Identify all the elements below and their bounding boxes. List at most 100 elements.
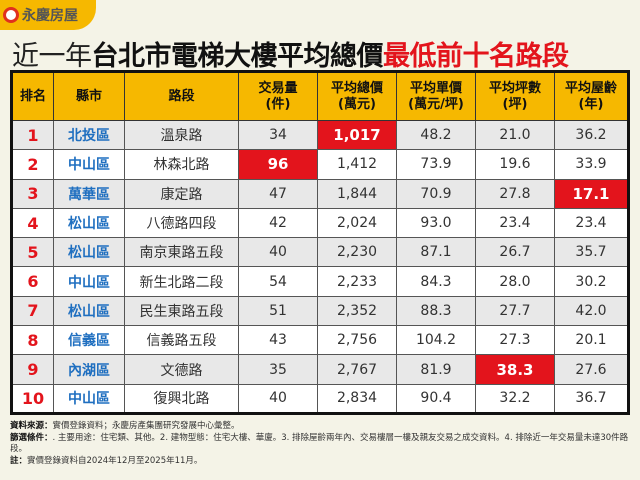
ranking-table: 排名 縣市 路段 交易量 (件) 平均總價 (萬元) 平均單價 (萬元/坪) 平均坪數 (坪) 平均屋…: [10, 70, 630, 415]
cell-road: 新生北路二段: [124, 266, 239, 297]
table-row: 3 萬華區 康定路 47 1,844 70.9 27.8 17.1: [11, 178, 629, 209]
cell-area: 38.3: [475, 354, 555, 385]
cell-rank: 8: [11, 325, 54, 356]
note-text: 實價登錄資料自2024年12月至2025年11月。: [27, 455, 203, 466]
cell-age: 35.7: [554, 237, 629, 268]
cell-count: 51: [238, 295, 318, 327]
cell-road: 民生東路五段: [124, 295, 239, 327]
cell-road: 林森北路: [124, 149, 239, 180]
cell-total: 2,834: [317, 383, 397, 414]
cell-area: 21.0: [475, 119, 555, 151]
cell-road: 文德路: [124, 354, 239, 385]
table-row: 10 中山區 復興北路 40 2,834 90.4 32.2 36.7: [11, 383, 629, 414]
cell-age: 17.1: [554, 178, 629, 209]
cell-total: 2,756: [317, 325, 397, 356]
cell-area: 28.0: [475, 266, 555, 297]
cell-unit: 104.2: [396, 325, 476, 356]
cell-area: 19.6: [475, 149, 555, 180]
cell-road: 溫泉路: [124, 119, 239, 151]
column-header: 縣市: [53, 71, 125, 121]
cell-total: 2,233: [317, 266, 397, 297]
cell-rank: 3: [11, 178, 54, 209]
cell-area: 26.7: [475, 237, 555, 268]
cell-district: 萬華區: [53, 178, 125, 209]
page-title: 近一年台北市電梯大樓平均總價最低前十名路段: [12, 34, 569, 73]
table-row: 2 中山區 林森北路 96 1,412 73.9 19.6 33.9: [11, 149, 629, 180]
title-part-1: 近一年: [12, 41, 92, 72]
cell-district: 中山區: [53, 149, 125, 180]
note-label: 註：: [10, 455, 28, 466]
cell-count: 34: [238, 119, 318, 151]
cell-count: 43: [238, 325, 318, 356]
cell-district: 中山區: [53, 266, 125, 297]
cell-age: 36.7: [554, 383, 629, 414]
table-row: 6 中山區 新生北路二段 54 2,233 84.3 28.0 30.2: [11, 266, 629, 297]
cell-age: 36.2: [554, 119, 629, 151]
cell-district: 松山區: [53, 295, 125, 327]
cell-count: 54: [238, 266, 318, 297]
table-row: 7 松山區 民生東路五段 51 2,352 88.3 27.7 42.0: [11, 295, 629, 327]
logo-icon: [3, 7, 19, 23]
cell-unit: 81.9: [396, 354, 476, 385]
cell-total: 1,017: [317, 119, 397, 151]
cell-district: 北投區: [53, 119, 125, 151]
cell-count: 42: [238, 207, 318, 239]
column-header: 排名: [11, 71, 54, 121]
logo-text: 永慶房屋: [22, 8, 78, 24]
cell-age: 27.6: [554, 354, 629, 385]
cell-total: 1,844: [317, 178, 397, 209]
cell-count: 35: [238, 354, 318, 385]
cell-rank: 2: [11, 149, 54, 180]
date-note: 註：實價登錄資料自2024年12月至2025年11月。: [10, 456, 630, 468]
cell-unit: 84.3: [396, 266, 476, 297]
table-row: 9 內湖區 文德路 35 2,767 81.9 38.3 27.6: [11, 354, 629, 385]
cell-age: 30.2: [554, 266, 629, 297]
cell-road: 復興北路: [124, 383, 239, 414]
cell-age: 42.0: [554, 295, 629, 327]
cell-unit: 88.3: [396, 295, 476, 327]
cell-age: 20.1: [554, 325, 629, 356]
cell-unit: 70.9: [396, 178, 476, 209]
footnotes: 資料來源：實價登錄資料；永慶房產集團研究發展中心彙整。 篩選條件：. 主要用途：…: [10, 421, 630, 467]
table-row: 4 松山區 八德路四段 42 2,024 93.0 23.4 23.4: [11, 207, 629, 239]
cell-area: 27.3: [475, 325, 555, 356]
cell-rank: 7: [11, 295, 54, 327]
cell-road: 康定路: [124, 178, 239, 209]
cell-unit: 48.2: [396, 119, 476, 151]
cell-total: 1,412: [317, 149, 397, 180]
cell-district: 松山區: [53, 207, 125, 239]
cell-area: 27.7: [475, 295, 555, 327]
cell-area: 32.2: [475, 383, 555, 414]
cell-road: 八德路四段: [124, 207, 239, 239]
table-row: 1 北投區 溫泉路 34 1,017 48.2 21.0 36.2: [11, 119, 629, 151]
cell-area: 23.4: [475, 207, 555, 239]
cell-rank: 6: [11, 266, 54, 297]
cell-unit: 73.9: [396, 149, 476, 180]
cell-rank: 1: [11, 119, 54, 151]
cell-total: 2,024: [317, 207, 397, 239]
source-text: 實價登錄資料；永慶房產集團研究發展中心彙整。: [52, 421, 240, 431]
cell-area: 27.8: [475, 178, 555, 209]
column-header: 平均總價 (萬元): [317, 71, 397, 121]
cell-rank: 4: [11, 207, 54, 239]
cell-district: 內湖區: [53, 354, 125, 385]
cell-count: 40: [238, 383, 318, 414]
source-note: 資料來源：實價登錄資料；永慶房產集團研究發展中心彙整。: [10, 421, 630, 433]
cell-total: 2,230: [317, 237, 397, 268]
column-header: 路段: [124, 71, 239, 121]
cell-rank: 10: [11, 383, 54, 414]
filter-text: . 主要用途：住宅類、其他。2. 建物型態：住宅大樓、華廈。3. 排除屋齡兩年內…: [10, 432, 629, 455]
cell-total: 2,767: [317, 354, 397, 385]
cell-road: 信義路五段: [124, 325, 239, 356]
source-label: 資料來源：: [10, 421, 53, 431]
cell-district: 中山區: [53, 383, 125, 414]
table-row: 8 信義區 信義路五段 43 2,756 104.2 27.3 20.1: [11, 325, 629, 356]
cell-unit: 87.1: [396, 237, 476, 268]
cell-count: 40: [238, 237, 318, 268]
filter-note: 篩選條件：. 主要用途：住宅類、其他。2. 建物型態：住宅大樓、華廈。3. 排除…: [10, 433, 630, 456]
filter-label: 篩選條件：: [10, 432, 53, 443]
cell-road: 南京東路五段: [124, 237, 239, 268]
column-header: 交易量 (件): [238, 71, 318, 121]
title-part-3: 最低前十名路段: [383, 41, 569, 72]
cell-age: 33.9: [554, 149, 629, 180]
